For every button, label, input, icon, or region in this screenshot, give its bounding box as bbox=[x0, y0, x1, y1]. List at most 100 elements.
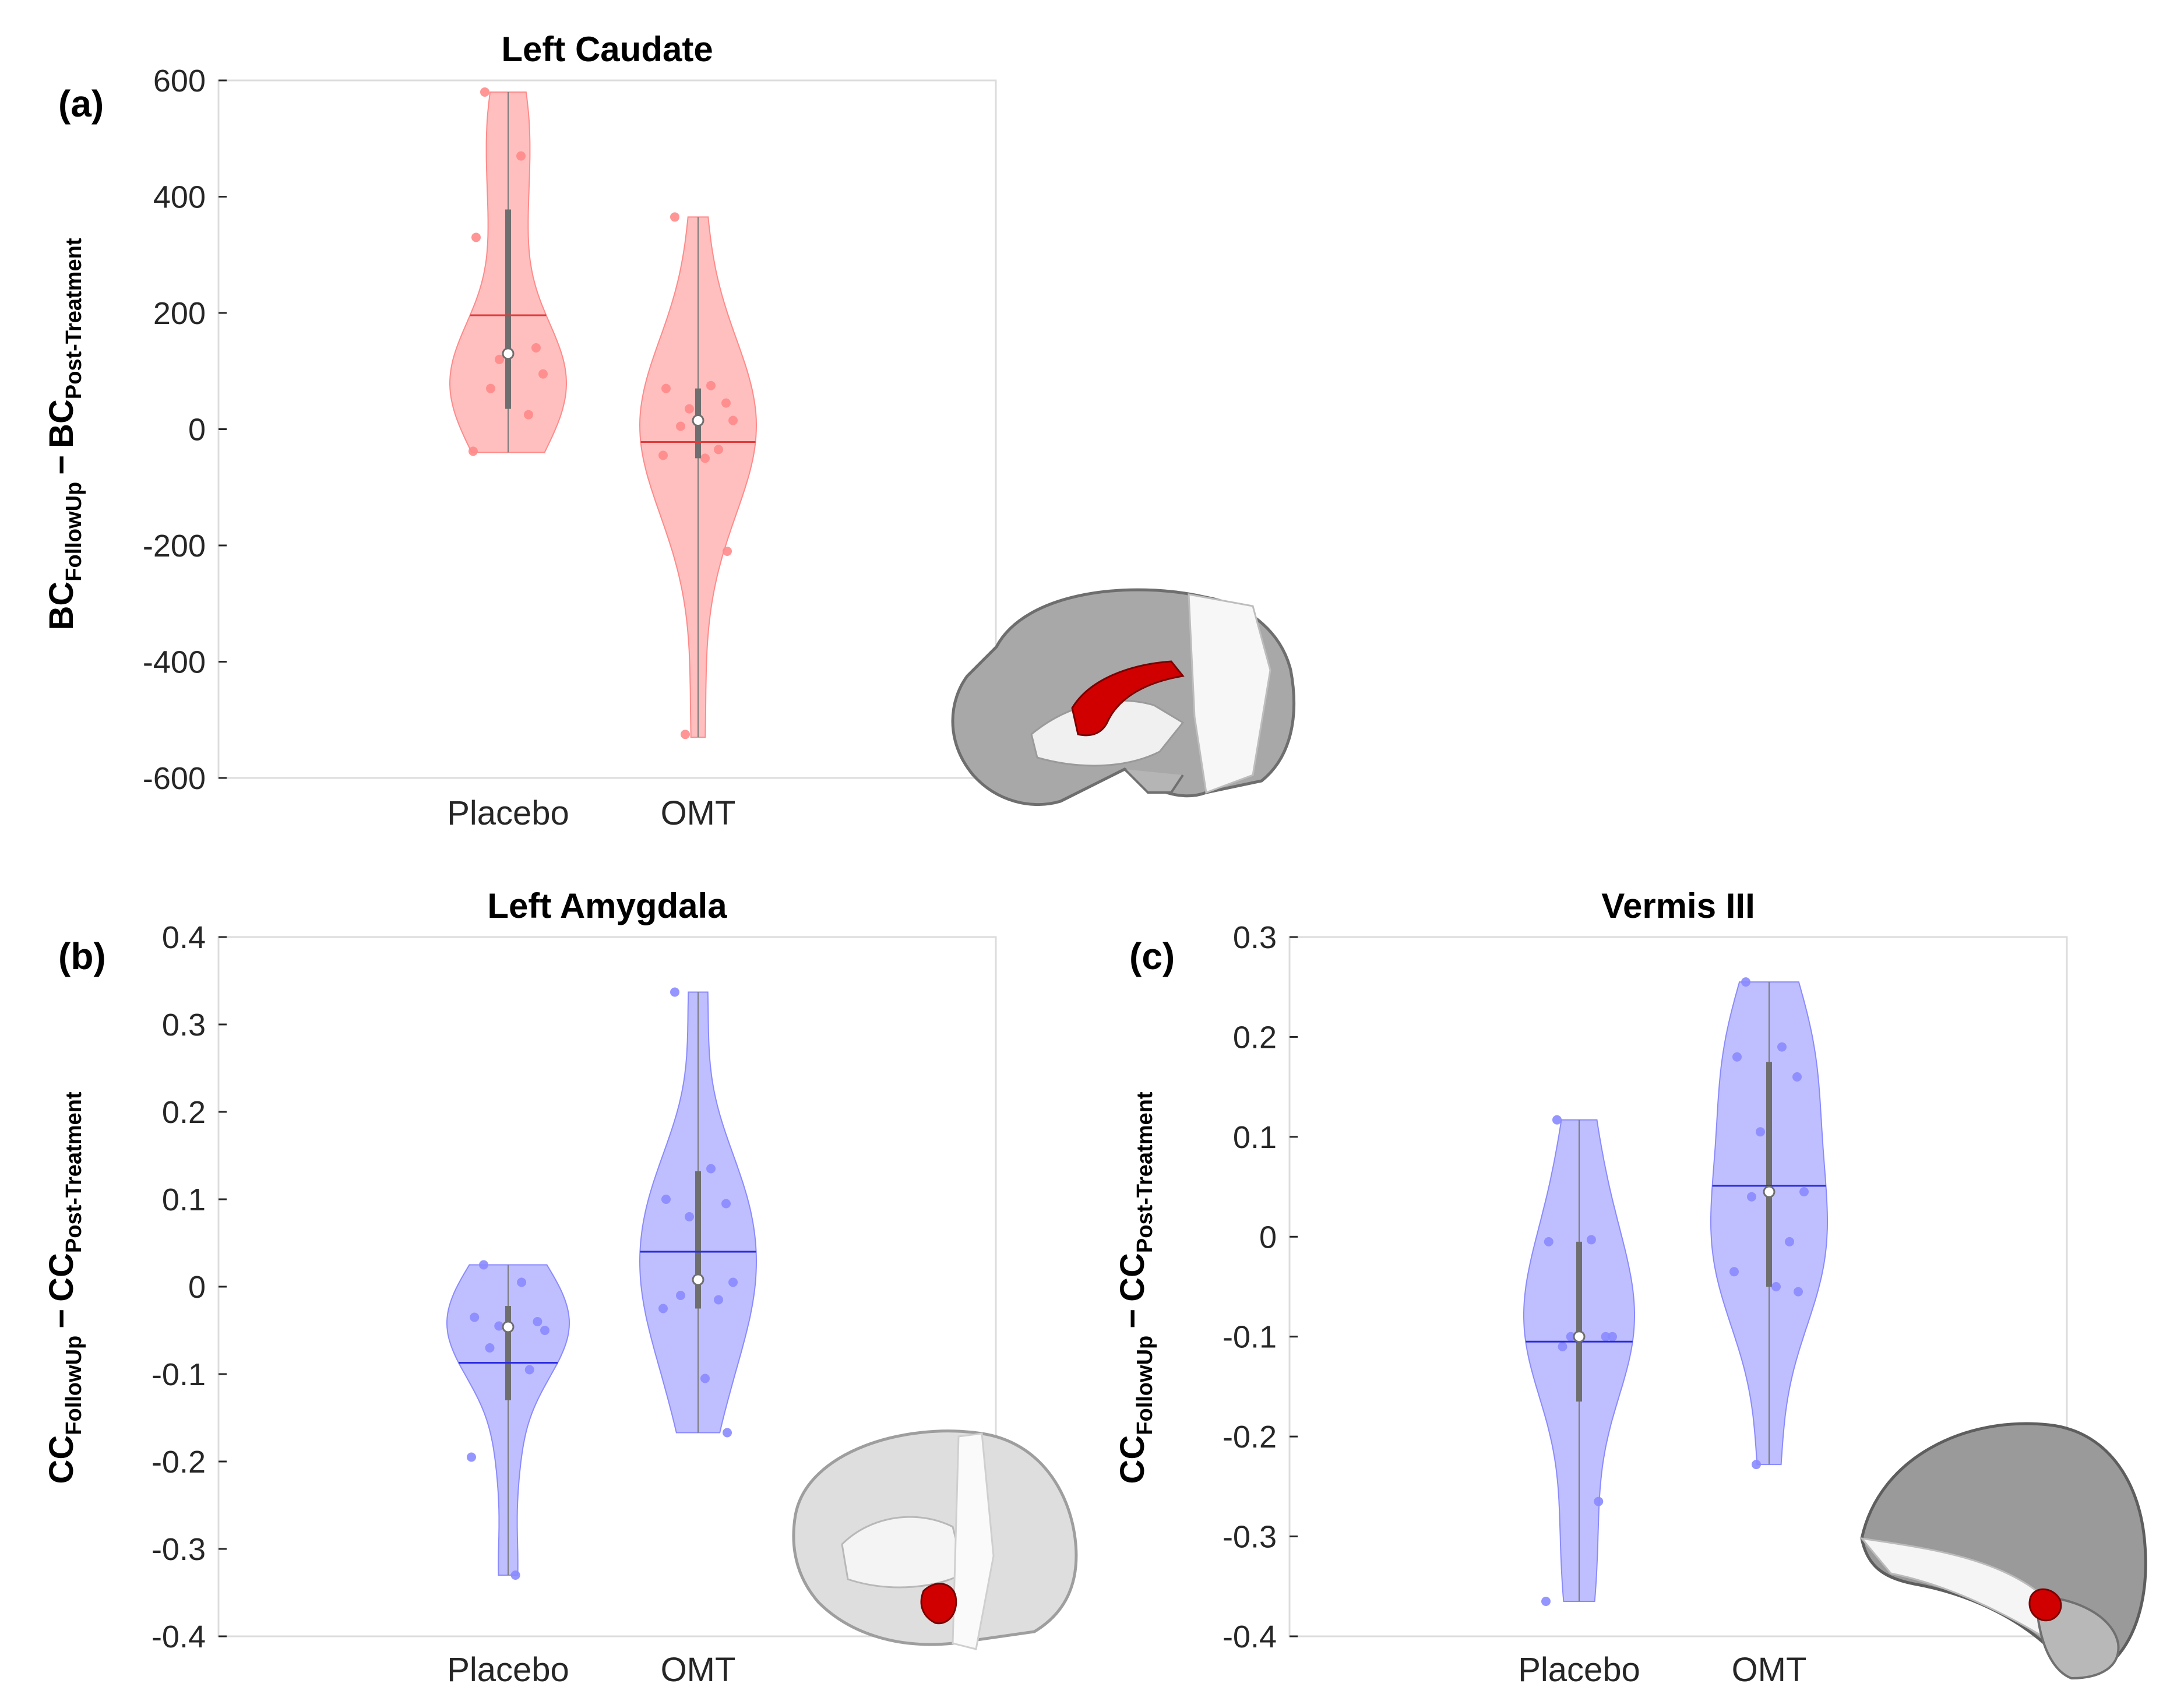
data-point bbox=[1566, 1332, 1576, 1341]
brain-stem-a bbox=[1123, 768, 1184, 794]
y-tick-label-b: -0.4 bbox=[152, 1619, 206, 1654]
data-point bbox=[1732, 1052, 1742, 1062]
data-point bbox=[1747, 1192, 1756, 1202]
y-tick-label-c: 0 bbox=[1259, 1220, 1277, 1255]
data-point bbox=[485, 1343, 495, 1353]
data-point bbox=[495, 354, 504, 364]
data-point bbox=[714, 445, 723, 455]
y-tick-label-b: 0.2 bbox=[162, 1095, 206, 1130]
data-point bbox=[1785, 1237, 1794, 1246]
data-point bbox=[706, 381, 716, 390]
panel-label-a: (a) bbox=[58, 83, 104, 125]
data-point bbox=[723, 546, 732, 556]
data-point bbox=[721, 398, 731, 408]
data-point bbox=[467, 1452, 476, 1462]
x-tick-omt-c: OMT bbox=[1732, 1651, 1807, 1689]
data-point bbox=[1552, 1115, 1562, 1125]
data-point bbox=[471, 233, 481, 242]
data-point bbox=[685, 1212, 694, 1221]
y-tick-label-b: -0.3 bbox=[152, 1532, 206, 1567]
data-point bbox=[681, 730, 690, 739]
y-tick-label-b: 0.4 bbox=[162, 920, 206, 955]
y-tick-label-b: -0.1 bbox=[152, 1357, 206, 1392]
y-tick-label-c: -0.2 bbox=[1223, 1420, 1277, 1455]
data-point bbox=[1544, 1237, 1553, 1246]
y-tick-label-b: 0.1 bbox=[162, 1182, 206, 1217]
y-tick-label-c: -0.4 bbox=[1223, 1619, 1277, 1654]
y-tick-label-a: -200 bbox=[143, 529, 206, 564]
data-point bbox=[676, 1291, 685, 1300]
title-a: Left Caudate bbox=[501, 30, 713, 69]
data-point bbox=[706, 1164, 716, 1174]
panel-c: -0.4 -0.3 -0.2 -0.1 0 0.1 0.2 0.3 Vermis III (c… bbox=[1114, 886, 2147, 1689]
brain-white-a bbox=[1030, 699, 1185, 767]
y-axis-label-a: BCFollowUp−BCPost-Treatment bbox=[43, 238, 86, 630]
title-b: Left Amygdala bbox=[487, 886, 727, 925]
data-point bbox=[510, 1570, 520, 1580]
data-point bbox=[479, 1260, 488, 1270]
y-tick-label-c: 0.2 bbox=[1233, 1020, 1277, 1055]
data-point bbox=[1601, 1332, 1611, 1341]
data-point bbox=[486, 383, 495, 393]
x-tick-omt-a: OMT bbox=[661, 794, 736, 832]
data-point bbox=[470, 1312, 480, 1322]
data-point bbox=[1756, 1127, 1765, 1137]
brain-inset-amygdala bbox=[792, 1429, 1078, 1650]
plot-area-c bbox=[1288, 936, 2068, 1637]
data-point bbox=[670, 987, 679, 997]
data-point bbox=[700, 1374, 710, 1383]
median-marker bbox=[1573, 1330, 1586, 1343]
median-marker bbox=[692, 414, 704, 427]
data-point bbox=[1594, 1496, 1604, 1506]
y-axis-label-b: CCFollowUp−CCPost-Treatment bbox=[43, 1091, 86, 1484]
data-point bbox=[1799, 1187, 1809, 1197]
data-point bbox=[517, 1277, 527, 1287]
brain-cut-a bbox=[1188, 593, 1271, 794]
data-point bbox=[661, 1195, 671, 1204]
y-tick-label-a: 0 bbox=[188, 413, 206, 448]
y-tick-label-c: -0.1 bbox=[1223, 1320, 1277, 1355]
vermis-highlight bbox=[2028, 1588, 2062, 1622]
data-point bbox=[480, 87, 489, 97]
data-point bbox=[1741, 977, 1750, 987]
amygdala-highlight bbox=[920, 1583, 957, 1625]
data-point bbox=[728, 1277, 738, 1287]
data-point bbox=[494, 1321, 504, 1331]
x-tick-placebo-a: Placebo bbox=[447, 794, 569, 832]
y-tick-label-a: 200 bbox=[153, 296, 206, 331]
caudate-highlight bbox=[1071, 660, 1185, 737]
y-tick-label-b: -0.2 bbox=[152, 1445, 206, 1480]
data-point bbox=[1792, 1072, 1802, 1082]
data-point bbox=[1777, 1042, 1787, 1052]
data-point bbox=[1541, 1597, 1551, 1606]
data-point bbox=[1558, 1341, 1567, 1351]
data-point bbox=[1729, 1267, 1739, 1277]
data-point bbox=[1586, 1235, 1596, 1245]
data-point bbox=[676, 421, 685, 431]
data-point bbox=[658, 1304, 668, 1313]
data-point bbox=[661, 383, 671, 393]
y-tick-label-a: 400 bbox=[153, 180, 206, 215]
data-point bbox=[538, 369, 548, 379]
data-point bbox=[540, 1326, 549, 1335]
data-point bbox=[721, 1199, 731, 1209]
data-point bbox=[1752, 1460, 1761, 1470]
data-point bbox=[524, 410, 533, 420]
data-point bbox=[728, 415, 738, 425]
y-tick-label-a: -400 bbox=[143, 645, 206, 680]
median-marker bbox=[692, 1273, 704, 1286]
x-tick-omt-b: OMT bbox=[661, 1651, 736, 1689]
median-marker bbox=[1763, 1185, 1776, 1198]
data-point bbox=[531, 343, 541, 353]
panel-b: -0.4 -0.3 -0.2 -0.1 0 0.1 0.2 0.3 0.4 Left Amygd… bbox=[43, 886, 1078, 1689]
brain-inset-caudate bbox=[951, 588, 1296, 807]
y-axis-label-c: CCFollowUp−CCPost-Treatment bbox=[1114, 1091, 1157, 1484]
y-tick-label-b: 0.3 bbox=[162, 1008, 206, 1043]
data-point bbox=[533, 1317, 542, 1326]
data-point bbox=[700, 453, 710, 463]
data-point bbox=[524, 1365, 534, 1375]
data-point bbox=[516, 151, 526, 161]
data-point bbox=[714, 1295, 723, 1305]
y-tick-label-c: 0.3 bbox=[1233, 920, 1277, 955]
